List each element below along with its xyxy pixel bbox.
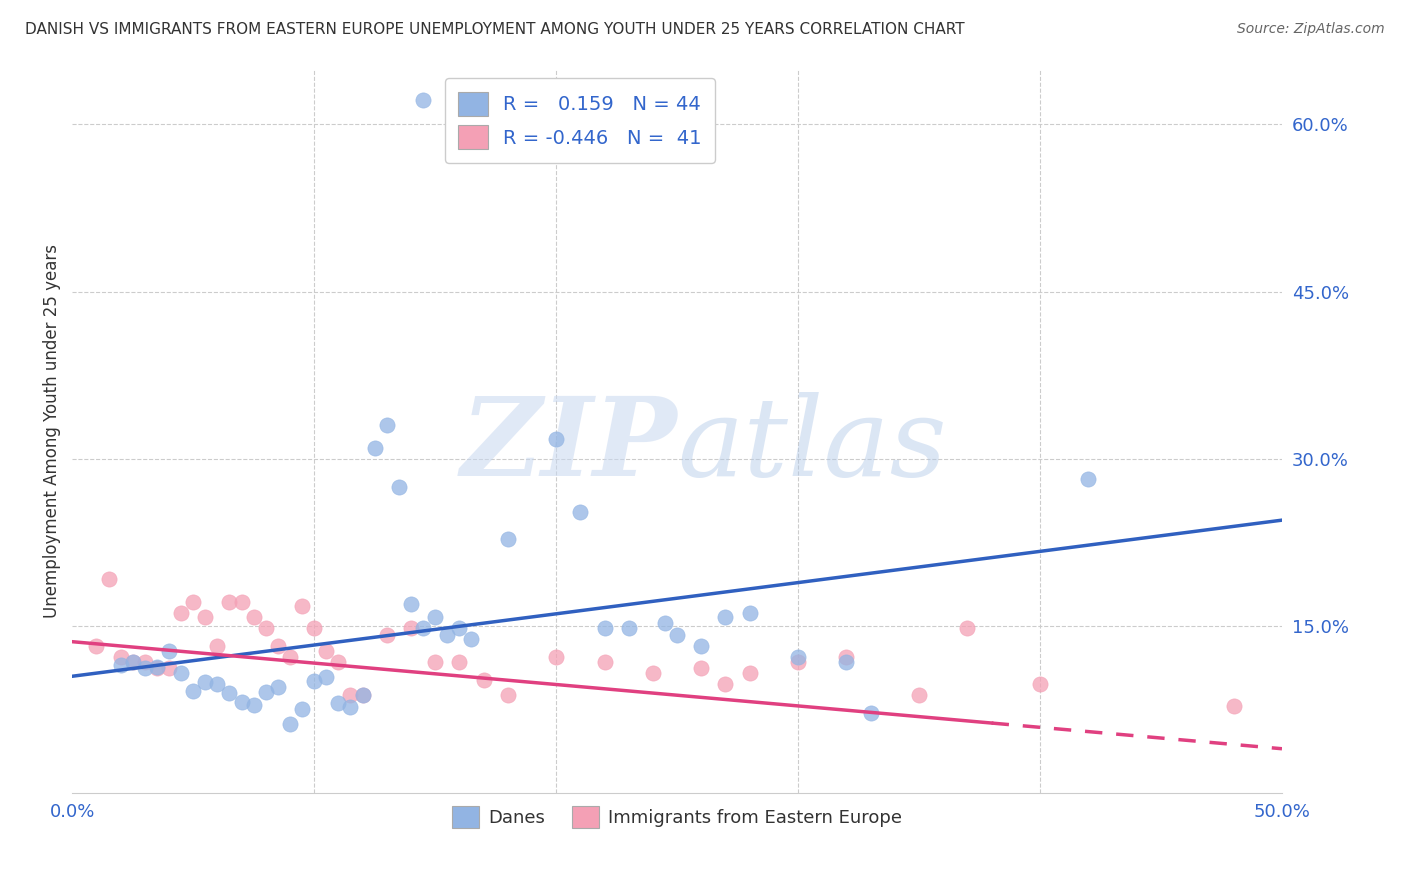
Point	[1077, 472, 1099, 486]
Point	[546, 650, 568, 665]
Point	[449, 621, 471, 635]
Point	[690, 661, 713, 675]
Point	[339, 688, 361, 702]
Point	[593, 655, 616, 669]
Point	[134, 655, 156, 669]
Point	[267, 639, 290, 653]
Point	[134, 661, 156, 675]
Point	[170, 606, 193, 620]
Point	[352, 688, 374, 702]
Point	[388, 480, 411, 494]
Point	[291, 599, 314, 613]
Point	[181, 683, 204, 698]
Point	[302, 673, 325, 688]
Point	[787, 650, 810, 665]
Point	[86, 639, 108, 653]
Point	[1222, 699, 1244, 714]
Point	[738, 665, 761, 680]
Point	[207, 677, 229, 691]
Point	[278, 717, 301, 731]
Point	[956, 621, 979, 635]
Point	[690, 639, 713, 653]
Point	[787, 655, 810, 669]
Point	[496, 532, 519, 546]
Legend: Danes, Immigrants from Eastern Europe: Danes, Immigrants from Eastern Europe	[444, 798, 910, 835]
Point	[617, 621, 640, 635]
Point	[1029, 677, 1052, 691]
Point	[218, 686, 240, 700]
Point	[412, 621, 434, 635]
Point	[714, 610, 737, 624]
Point	[291, 701, 314, 715]
Point	[460, 632, 482, 647]
Point	[328, 655, 350, 669]
Point	[569, 505, 592, 519]
Text: Source: ZipAtlas.com: Source: ZipAtlas.com	[1237, 22, 1385, 37]
Point	[449, 655, 471, 669]
Point	[121, 655, 143, 669]
Point	[352, 688, 374, 702]
Point	[714, 677, 737, 691]
Point	[231, 594, 253, 608]
Point	[399, 621, 422, 635]
Point	[375, 628, 398, 642]
Point	[315, 670, 337, 684]
Point	[157, 643, 180, 657]
Point	[423, 610, 446, 624]
Point	[207, 639, 229, 653]
Point	[399, 597, 422, 611]
Point	[472, 673, 495, 687]
Point	[194, 610, 217, 624]
Point	[339, 700, 361, 714]
Point	[546, 432, 568, 446]
Text: ZIP: ZIP	[461, 392, 678, 500]
Point	[278, 650, 301, 665]
Point	[835, 650, 858, 665]
Point	[242, 698, 264, 713]
Point	[170, 665, 193, 680]
Point	[412, 93, 434, 107]
Point	[302, 621, 325, 635]
Point	[242, 610, 264, 624]
Text: atlas: atlas	[678, 392, 946, 500]
Point	[146, 661, 169, 675]
Point	[666, 628, 689, 642]
Point	[593, 621, 616, 635]
Y-axis label: Unemployment Among Youth under 25 years: Unemployment Among Youth under 25 years	[44, 244, 60, 618]
Point	[859, 706, 882, 720]
Point	[218, 594, 240, 608]
Point	[423, 655, 446, 669]
Point	[738, 606, 761, 620]
Point	[97, 572, 120, 586]
Point	[231, 695, 253, 709]
Point	[363, 441, 385, 455]
Point	[835, 655, 858, 669]
Point	[254, 685, 277, 699]
Point	[908, 688, 931, 702]
Point	[254, 621, 277, 635]
Point	[157, 661, 180, 675]
Point	[436, 628, 458, 642]
Point	[110, 650, 132, 665]
Point	[110, 658, 132, 673]
Point	[194, 674, 217, 689]
Point	[121, 655, 143, 669]
Point	[146, 660, 169, 674]
Point	[315, 643, 337, 657]
Point	[267, 681, 290, 695]
Point	[375, 418, 398, 433]
Point	[641, 665, 664, 680]
Point	[181, 594, 204, 608]
Point	[328, 696, 350, 710]
Point	[496, 688, 519, 702]
Text: DANISH VS IMMIGRANTS FROM EASTERN EUROPE UNEMPLOYMENT AMONG YOUTH UNDER 25 YEARS: DANISH VS IMMIGRANTS FROM EASTERN EUROPE…	[25, 22, 965, 37]
Point	[654, 615, 676, 630]
